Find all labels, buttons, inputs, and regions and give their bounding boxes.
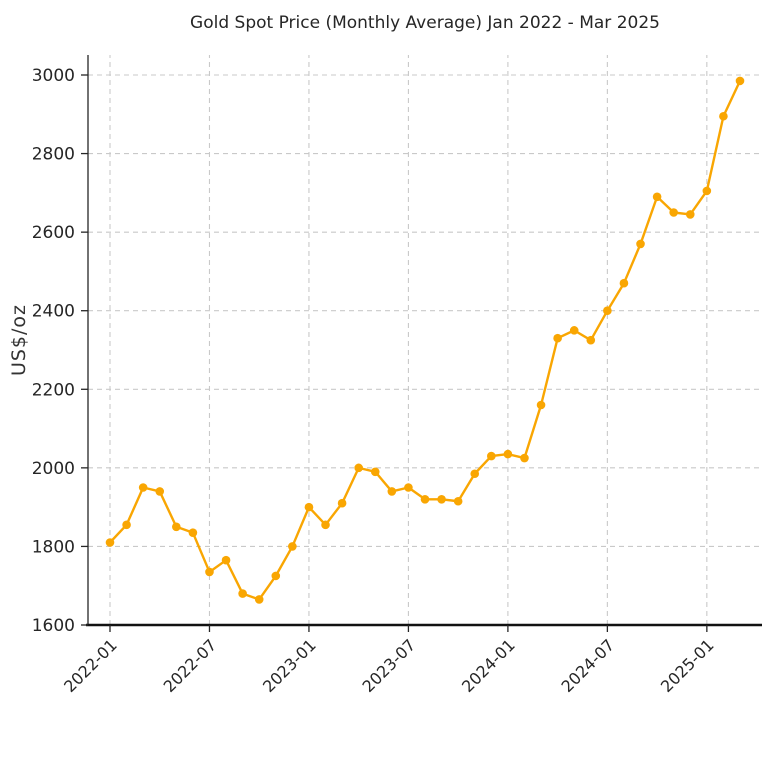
x-tick-label: 2023-01 <box>259 635 320 696</box>
data-point-marker <box>370 467 380 477</box>
data-point-marker <box>138 483 148 492</box>
data-point-marker <box>321 520 330 530</box>
data-point-marker <box>735 76 745 86</box>
data-point-marker <box>487 451 496 461</box>
chart-title: Gold Spot Price (Monthly Average) Jan 20… <box>190 13 660 33</box>
data-point-marker <box>453 496 463 506</box>
x-tick-label: 2024-07 <box>557 635 618 696</box>
y-tick-label: 2000 <box>32 459 75 479</box>
data-point-marker <box>271 571 281 581</box>
data-point-marker <box>188 528 198 537</box>
y-tick-label: 2600 <box>32 223 75 243</box>
data-point-marker <box>221 555 231 565</box>
data-point-marker <box>205 567 214 577</box>
data-point-marker <box>437 494 446 504</box>
x-tick-label: 2023-07 <box>359 635 420 696</box>
data-point-marker <box>619 278 629 288</box>
data-point-marker <box>304 502 314 512</box>
data-point-marker <box>685 210 695 219</box>
data-point-marker <box>288 542 297 551</box>
data-point-marker <box>254 595 264 604</box>
data-point-marker <box>669 208 678 217</box>
data-point-marker <box>172 522 181 532</box>
y-tick-label: 1600 <box>32 616 75 636</box>
data-point-marker <box>122 520 131 530</box>
data-point-marker <box>105 538 115 547</box>
data-point-marker <box>238 589 247 598</box>
y-tick-label: 1800 <box>32 537 75 557</box>
data-point-marker <box>470 469 480 479</box>
data-point-marker <box>337 498 347 508</box>
data-point-marker <box>603 306 612 316</box>
data-point-marker <box>354 463 363 473</box>
data-point-marker <box>719 111 728 121</box>
data-point-marker <box>652 192 662 202</box>
gold-price-line <box>108 79 742 601</box>
y-tick-label: 2800 <box>32 145 75 165</box>
y-tick-label: 3000 <box>32 66 75 86</box>
y-tick-label: 2400 <box>32 302 75 322</box>
data-point-marker <box>702 186 712 196</box>
data-point-marker <box>387 487 397 496</box>
data-point-marker <box>536 400 546 410</box>
x-tick-label: 2025-01 <box>657 635 718 696</box>
y-axis-label: US$/oz <box>8 303 30 377</box>
data-point-marker <box>636 239 645 249</box>
y-tick-label: 2200 <box>32 380 75 400</box>
data-point-marker <box>553 333 562 343</box>
data-point-marker <box>420 494 430 504</box>
data-point-marker <box>586 335 596 345</box>
data-point-marker <box>569 326 579 335</box>
data-point-marker <box>520 453 529 463</box>
x-tick-label: 2022-01 <box>60 635 121 696</box>
data-point-marker <box>404 483 413 492</box>
x-tick-label: 2024-01 <box>458 635 519 696</box>
data-point-marker <box>503 449 513 459</box>
data-point-marker <box>155 487 165 496</box>
x-tick-label: 2022-07 <box>160 635 221 696</box>
